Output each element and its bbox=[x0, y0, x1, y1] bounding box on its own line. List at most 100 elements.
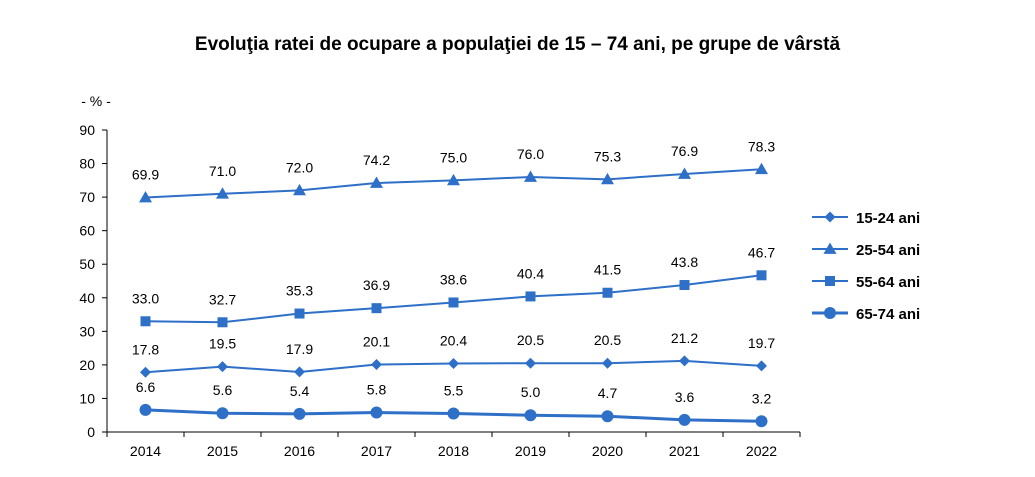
y-tick-label: 60 bbox=[79, 223, 95, 239]
data-label: 21.2 bbox=[671, 330, 698, 346]
data-label: 69.9 bbox=[132, 166, 159, 182]
data-label: 20.4 bbox=[440, 333, 467, 349]
y-tick-label: 70 bbox=[79, 189, 95, 205]
data-label: 19.5 bbox=[209, 336, 236, 352]
data-label: 36.9 bbox=[363, 277, 390, 293]
data-label: 40.4 bbox=[517, 265, 544, 281]
data-point bbox=[756, 360, 767, 372]
data-point bbox=[216, 187, 229, 199]
legend-label: 55-64 ani bbox=[856, 274, 920, 291]
legend-marker bbox=[824, 307, 836, 319]
series-layer: 17.8 19.5 17.9 20.1 20.4 20.5 20.5 21.2 19.7 69.9… bbox=[132, 138, 775, 428]
data-point bbox=[602, 287, 613, 298]
data-point bbox=[140, 316, 151, 327]
y-tick-label: 50 bbox=[79, 256, 95, 272]
series-25-54-ani: 69.9 71.0 72.0 74.2 75.0 76.0 75.3 76.9 78.3 bbox=[132, 138, 775, 203]
data-label: 33.0 bbox=[132, 290, 159, 306]
data-label: 5.5 bbox=[444, 383, 464, 399]
data-point bbox=[678, 413, 691, 426]
x-tick-label: 2019 bbox=[515, 443, 546, 459]
data-label: 76.0 bbox=[517, 146, 544, 162]
legend-marker bbox=[824, 211, 836, 223]
data-point bbox=[679, 280, 690, 291]
y-axis-unit-label: - % - bbox=[81, 93, 111, 109]
data-point bbox=[293, 183, 306, 196]
data-label: 72.0 bbox=[286, 159, 313, 175]
data-label: 20.5 bbox=[594, 332, 621, 348]
data-point bbox=[371, 303, 382, 314]
legend: 15-24 ani 25-54 ani 55-64 ani 65-74 ani bbox=[812, 210, 920, 323]
legend-marker bbox=[823, 242, 837, 254]
legend-label: 25-54 ani bbox=[856, 242, 920, 259]
data-label: 6.6 bbox=[136, 379, 156, 395]
data-label: 46.7 bbox=[748, 244, 775, 260]
data-label: 38.6 bbox=[440, 271, 467, 287]
data-label: 20.1 bbox=[363, 334, 390, 350]
y-tick-label: 90 bbox=[79, 122, 95, 138]
x-tick-label: 2015 bbox=[207, 443, 238, 459]
data-point bbox=[217, 317, 228, 328]
data-point bbox=[370, 176, 383, 188]
y-tick-label: 40 bbox=[79, 290, 95, 306]
data-point bbox=[448, 358, 459, 370]
x-tick-label: 2014 bbox=[130, 443, 161, 459]
y-tick-label: 20 bbox=[79, 357, 95, 373]
chart-title: Evoluţia ratei de ocupare a populaţiei d… bbox=[194, 34, 841, 55]
data-label: 4.7 bbox=[598, 385, 618, 401]
data-point bbox=[216, 407, 229, 420]
data-point bbox=[370, 406, 383, 419]
data-label: 35.3 bbox=[286, 283, 313, 299]
data-point bbox=[602, 357, 613, 369]
data-label: 5.4 bbox=[290, 383, 310, 399]
data-label: 74.2 bbox=[363, 152, 390, 168]
data-label: 75.0 bbox=[440, 149, 467, 165]
legend-item: 25-54 ani bbox=[812, 242, 920, 259]
x-tick-label: 2021 bbox=[669, 443, 700, 459]
data-point bbox=[140, 366, 151, 378]
data-point bbox=[217, 361, 228, 373]
data-point bbox=[293, 407, 306, 420]
data-label: 41.5 bbox=[594, 262, 621, 278]
data-label: 17.8 bbox=[132, 341, 159, 357]
legend-label: 15-24 ani bbox=[856, 210, 920, 227]
data-point bbox=[679, 355, 690, 367]
data-point bbox=[448, 297, 459, 308]
data-label: 71.0 bbox=[209, 163, 236, 179]
x-tick-label: 2017 bbox=[361, 443, 392, 459]
data-label: 5.6 bbox=[213, 382, 233, 398]
legend-item: 15-24 ani bbox=[812, 210, 920, 227]
data-label: 75.3 bbox=[594, 148, 621, 164]
y-tick-label: 80 bbox=[79, 156, 95, 172]
data-label: 17.9 bbox=[286, 341, 313, 357]
data-label: 20.5 bbox=[517, 332, 544, 348]
data-point bbox=[139, 403, 152, 416]
data-label: 76.9 bbox=[671, 143, 698, 159]
x-tick-label: 2022 bbox=[746, 443, 777, 459]
data-point bbox=[447, 407, 460, 420]
x-tick-label: 2020 bbox=[592, 443, 623, 459]
data-point bbox=[524, 170, 537, 182]
data-label: 19.7 bbox=[748, 335, 775, 351]
data-point bbox=[524, 409, 537, 422]
x-tick-label: 2018 bbox=[438, 443, 469, 459]
data-label: 78.3 bbox=[748, 138, 775, 154]
data-point bbox=[139, 190, 152, 203]
series-65-74-ani: 6.6 5.6 5.4 5.8 5.5 5.0 4.7 3.6 3.2 bbox=[136, 379, 772, 428]
data-point bbox=[371, 359, 382, 371]
data-point bbox=[601, 172, 614, 185]
data-point bbox=[447, 173, 460, 186]
data-point bbox=[525, 291, 536, 302]
legend-item: 55-64 ani bbox=[812, 274, 920, 291]
series-15-24-ani: 17.8 19.5 17.9 20.1 20.4 20.5 20.5 21.2 19.7 bbox=[132, 330, 775, 378]
y-tick-label: 30 bbox=[79, 323, 95, 339]
data-point bbox=[294, 366, 305, 378]
y-tick-label: 10 bbox=[79, 390, 95, 406]
data-point bbox=[756, 270, 767, 281]
data-label: 5.8 bbox=[367, 382, 387, 398]
x-tick-label: 2016 bbox=[284, 443, 315, 459]
data-point bbox=[525, 357, 536, 369]
data-point bbox=[755, 162, 768, 175]
data-point bbox=[601, 410, 614, 423]
data-label: 3.2 bbox=[752, 390, 772, 406]
